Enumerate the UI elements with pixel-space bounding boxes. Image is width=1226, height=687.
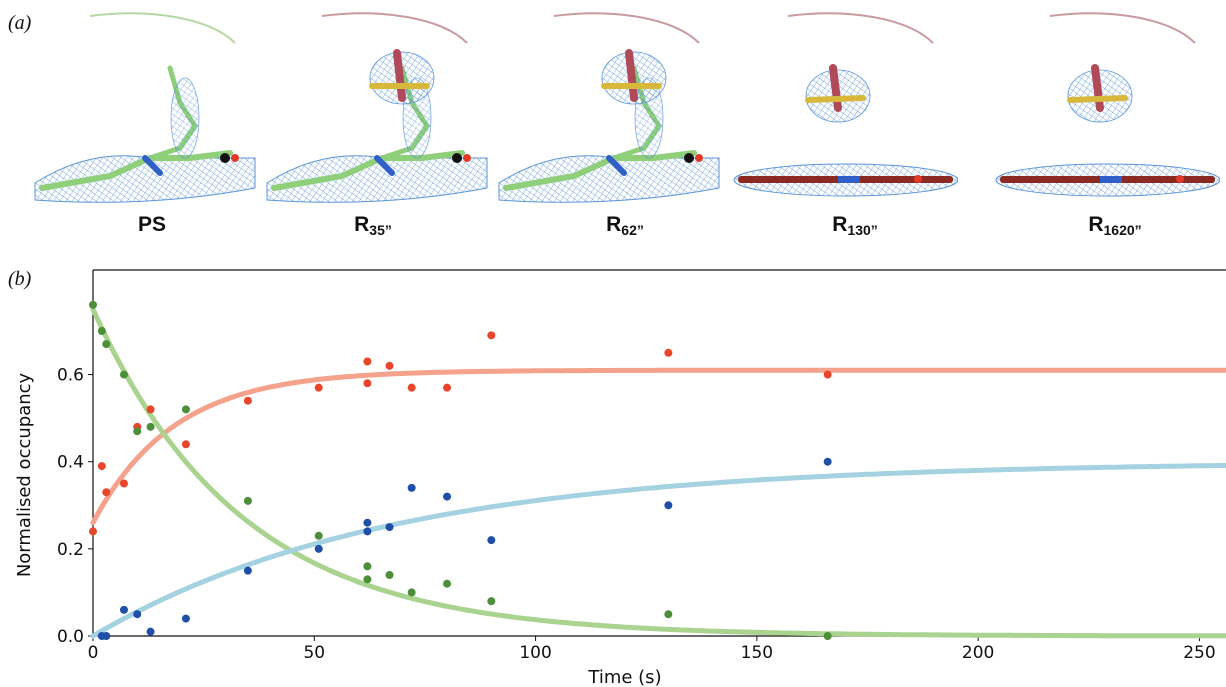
data-point-series-3 xyxy=(119,605,128,614)
data-point-series-1 xyxy=(243,396,252,405)
data-point-series-1 xyxy=(385,361,394,370)
data-point-series-2 xyxy=(89,300,97,309)
data-point-series-2 xyxy=(314,531,323,540)
data-point-series-1 xyxy=(407,383,416,392)
data-point-series-2 xyxy=(119,370,128,379)
structure-caption-5: R1620” xyxy=(1088,213,1142,238)
data-point-series-1 xyxy=(146,405,155,414)
panel-a-label: (a) xyxy=(8,12,32,34)
x-tick-label: 150 xyxy=(741,643,773,663)
fit-curves xyxy=(90,306,1226,639)
occupancy-chart: 0 50 100 150 200 250 0.0 0.2 0.4 0.6 Time (s) Nor… xyxy=(14,269,1226,687)
data-point-series-1 xyxy=(89,527,97,536)
data-point-series-3 xyxy=(443,492,452,501)
data-point-series-2 xyxy=(385,571,394,579)
data-point-series-3 xyxy=(243,566,252,575)
x-tick-label: 250 xyxy=(1183,643,1215,663)
x-tick-label: 100 xyxy=(519,643,551,663)
data-point-series-2 xyxy=(181,405,190,414)
data-point-series-2 xyxy=(243,496,252,505)
data-point-series-1 xyxy=(97,462,106,471)
x-tick-label: 200 xyxy=(962,643,994,663)
data-point-series-3 xyxy=(385,523,394,532)
data-point-series-3 xyxy=(181,614,190,623)
data-point-series-1 xyxy=(119,479,128,488)
data-point-series-2 xyxy=(823,632,832,640)
structure-image-5 xyxy=(995,12,1220,197)
data-point-series-3 xyxy=(664,501,673,510)
data-point-series-1 xyxy=(664,348,673,357)
data-point-series-1 xyxy=(443,383,452,392)
x-axis-title: Time (s) xyxy=(587,667,661,687)
data-point-series-2 xyxy=(146,422,155,431)
data-point-series-1 xyxy=(363,357,372,366)
data-point-series-3 xyxy=(133,610,142,619)
data-point-series-1 xyxy=(181,440,190,449)
structure-image-2 xyxy=(266,12,488,203)
y-tick-label: 0.6 xyxy=(57,366,84,386)
fit-curve-1 xyxy=(90,367,1226,526)
data-point-series-2 xyxy=(407,588,416,597)
structure-caption-4: R130” xyxy=(832,213,878,238)
data-point-series-2 xyxy=(664,610,673,619)
data-point-series-3 xyxy=(363,518,372,527)
data-point-series-3 xyxy=(363,527,372,536)
data-point-series-3 xyxy=(823,457,832,466)
data-point-series-1 xyxy=(363,379,372,388)
data-point-series-2 xyxy=(363,575,372,584)
structure-caption-2: R35” xyxy=(354,213,392,238)
structure-caption-3: R62” xyxy=(606,213,644,238)
data-points xyxy=(89,300,832,640)
data-point-series-3 xyxy=(314,544,323,553)
data-point-series-2 xyxy=(363,562,372,571)
data-point-series-3 xyxy=(146,627,155,636)
y-axis-title: Normalised occupancy xyxy=(14,372,35,577)
data-point-series-3 xyxy=(487,536,496,545)
structure-caption-1: PS xyxy=(137,213,166,236)
data-point-series-3 xyxy=(407,483,416,492)
fit-curve-3 xyxy=(90,463,1226,639)
data-point-series-2 xyxy=(102,340,111,349)
data-point-series-3 xyxy=(102,632,111,640)
structure-image-4 xyxy=(733,12,958,197)
fit-curve-2 xyxy=(90,306,1226,639)
y-tick-label: 0.4 xyxy=(57,453,84,473)
data-point-series-2 xyxy=(133,427,142,436)
x-tick-label: 50 xyxy=(303,643,325,663)
data-point-series-1 xyxy=(314,383,323,392)
data-point-series-2 xyxy=(97,327,106,335)
structure-image-3 xyxy=(498,12,720,203)
x-tick-label: 0 xyxy=(88,643,99,663)
data-point-series-1 xyxy=(487,331,496,340)
data-point-series-1 xyxy=(823,370,832,379)
data-point-series-1 xyxy=(102,488,111,497)
structure-image-1 xyxy=(34,12,256,203)
y-tick-label: 0.0 xyxy=(57,627,84,647)
data-point-series-2 xyxy=(443,579,452,588)
y-tick-label: 0.2 xyxy=(57,540,84,560)
panel-b-label: (b) xyxy=(8,268,32,290)
data-point-series-2 xyxy=(487,597,496,606)
